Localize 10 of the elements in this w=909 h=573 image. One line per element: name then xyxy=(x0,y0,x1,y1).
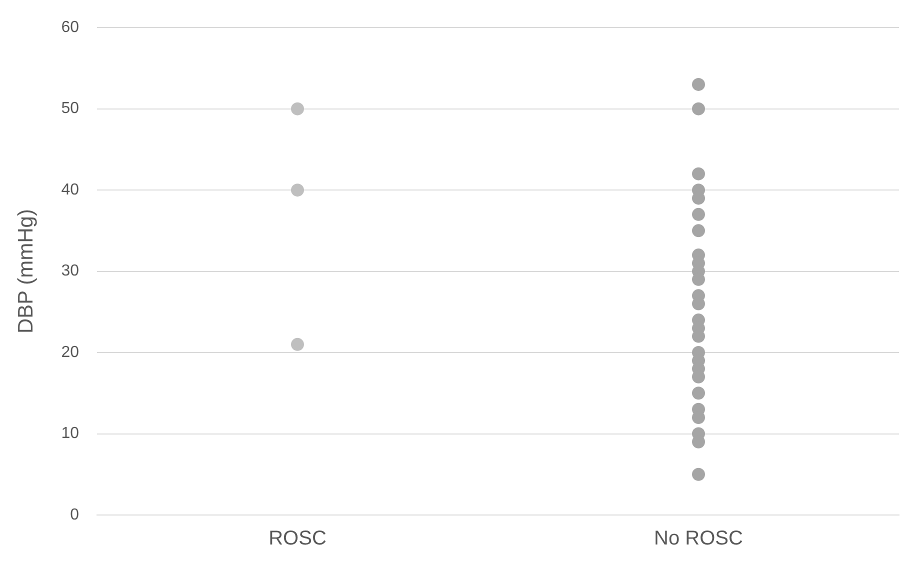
y-tick-label: 20 xyxy=(61,344,80,361)
y-tick-label: 30 xyxy=(61,262,80,280)
y-tick-label: 0 xyxy=(70,506,80,524)
y-tick-label: 50 xyxy=(61,100,80,118)
y-tick-label: 10 xyxy=(61,425,80,442)
y-tick-label: 60 xyxy=(61,19,80,36)
x-tick-label: ROSC xyxy=(268,528,326,550)
x-tick-label: No ROSC xyxy=(654,528,743,550)
y-axis-title: DBP (mmHg) xyxy=(14,209,38,334)
y-tick-label: 40 xyxy=(61,181,80,198)
